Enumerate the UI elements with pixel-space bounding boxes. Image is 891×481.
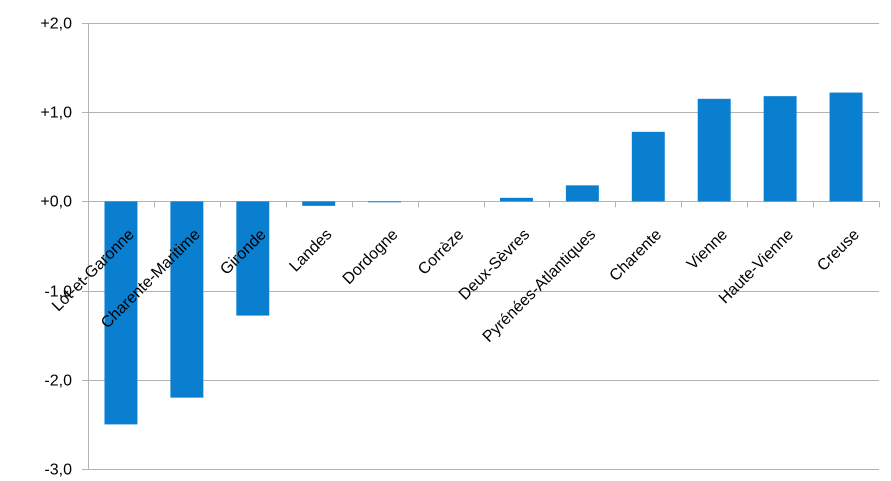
category-label: Vienne — [684, 226, 731, 273]
category-label: Corrèze — [415, 226, 467, 278]
bar-landes — [302, 201, 336, 206]
y-tick-label: +2,0 — [40, 16, 72, 33]
category-label: Pyrénées-Atlantiques — [480, 226, 600, 346]
axes — [82, 23, 880, 470]
bar-dordogne — [368, 201, 402, 203]
y-tick-label: -1,0 — [44, 284, 72, 301]
category-label: Dordogne — [340, 226, 402, 288]
y-tick-labels: +2,0 +1,0 +0,0 -1,0 -2,0 -3,0 — [40, 16, 72, 479]
category-label: Landes — [286, 226, 335, 275]
bars — [104, 92, 863, 425]
y-tick-label: +0,0 — [40, 194, 72, 211]
y-tick-label: +1,0 — [40, 105, 72, 122]
bar-pyr-n-es-atlantiques — [565, 185, 599, 202]
y-tick-label: -3,0 — [44, 462, 72, 479]
grid-lines — [88, 23, 879, 470]
y-tick-label: -2,0 — [44, 373, 72, 390]
category-label: Charente — [607, 226, 666, 285]
bar-gironde — [236, 201, 270, 316]
bar-charente-maritime — [170, 201, 204, 398]
bar-deux-s-vres — [499, 197, 533, 202]
bar-vienne — [697, 98, 731, 202]
bar-charente — [631, 131, 665, 202]
bar-lot-et-garonne — [104, 201, 138, 425]
bar-haute-vienne — [763, 96, 797, 202]
category-label: Creuse — [814, 226, 863, 275]
bar-creuse — [829, 92, 863, 202]
